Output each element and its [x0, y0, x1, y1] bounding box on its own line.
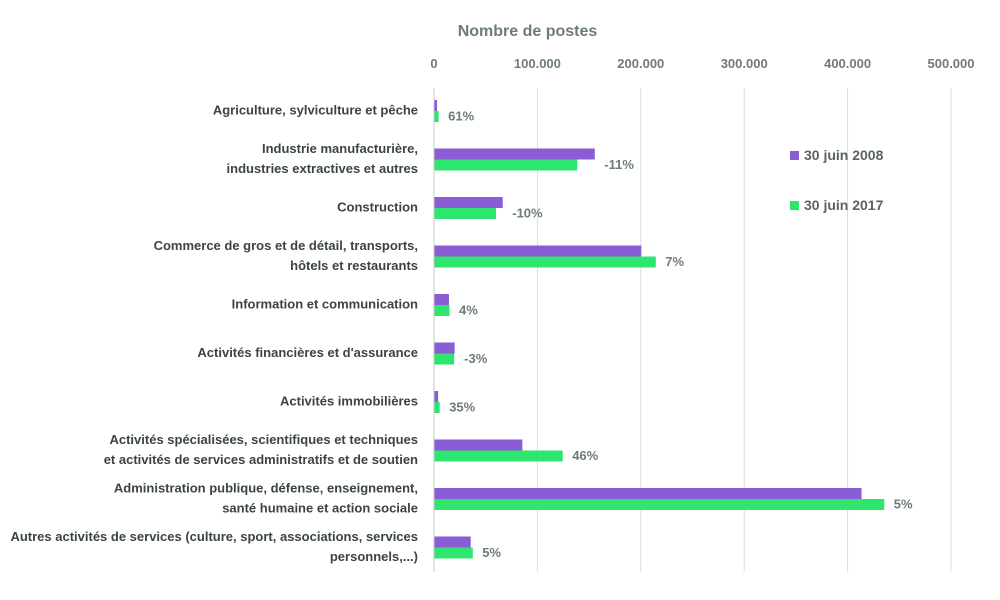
category-label: personnels,...) — [330, 549, 418, 564]
bar-series-2 — [434, 353, 455, 365]
bar-series-1 — [434, 488, 862, 499]
bar-series-2 — [434, 450, 563, 462]
category-label: Agriculture, sylviculture et pêche — [213, 103, 418, 118]
bar-series-1 — [434, 197, 503, 208]
data-label: 5% — [894, 497, 913, 512]
legend-label: 30 juin 2008 — [804, 147, 884, 163]
data-label: 46% — [572, 448, 598, 463]
data-label: 35% — [449, 400, 475, 415]
category-label: santé humaine et action sociale — [222, 501, 418, 516]
bar-series-2 — [434, 547, 473, 559]
bar-series-2 — [434, 499, 885, 510]
bar-series-1 — [434, 342, 455, 354]
data-label: 7% — [665, 254, 684, 269]
x-axis-title: Nombre de postes — [458, 23, 598, 40]
category-label: et activités de services administratifs … — [104, 452, 418, 467]
category-label: Activités spécialisées, scientifiques et… — [109, 432, 418, 447]
bar-series-1 — [434, 439, 523, 451]
bar-series-2 — [434, 208, 497, 219]
data-label: 61% — [448, 109, 474, 124]
category-label: Autres activités de services (culture, s… — [10, 529, 418, 544]
data-label: -3% — [464, 351, 488, 366]
bar-series-2 — [434, 402, 440, 413]
bar-series-2 — [434, 305, 450, 316]
category-label: Information et communication — [232, 297, 418, 312]
bar-series-1 — [434, 100, 438, 111]
legend-label: 30 juin 2017 — [804, 197, 884, 213]
category-label: Construction — [337, 200, 418, 215]
bar-series-1 — [434, 148, 595, 160]
bar-series-1 — [434, 536, 471, 548]
x-tick-label: 300.000 — [721, 56, 768, 71]
x-tick-label: 100.000 — [514, 56, 561, 71]
data-label: 5% — [482, 545, 501, 560]
category-label: Activités financières et d'assurance — [197, 345, 418, 360]
bar-series-1 — [434, 294, 449, 305]
category-label: hôtels et restaurants — [290, 258, 418, 273]
bar-series-2 — [434, 159, 578, 171]
bar-series-1 — [434, 245, 642, 257]
legend-swatch — [790, 151, 799, 160]
bar-series-2 — [434, 256, 656, 268]
data-label: -11% — [604, 157, 634, 172]
x-tick-label: 0 — [430, 56, 437, 71]
category-label: Administration publique, défense, enseig… — [114, 481, 418, 496]
bar-series-2 — [434, 111, 439, 122]
x-tick-label: 200.000 — [617, 56, 664, 71]
bar-series-1 — [434, 391, 439, 402]
x-tick-label: 500.000 — [928, 56, 975, 71]
legend-swatch — [790, 201, 799, 210]
category-label: Commerce de gros et de détail, transport… — [154, 238, 418, 253]
category-label: Activités immobilières — [280, 394, 418, 409]
data-label: 4% — [459, 303, 478, 318]
data-label: -10% — [512, 206, 543, 221]
x-tick-label: 400.000 — [824, 56, 871, 71]
category-label: industries extractives et autres — [227, 161, 418, 176]
category-label: Industrie manufacturière, — [262, 141, 418, 156]
